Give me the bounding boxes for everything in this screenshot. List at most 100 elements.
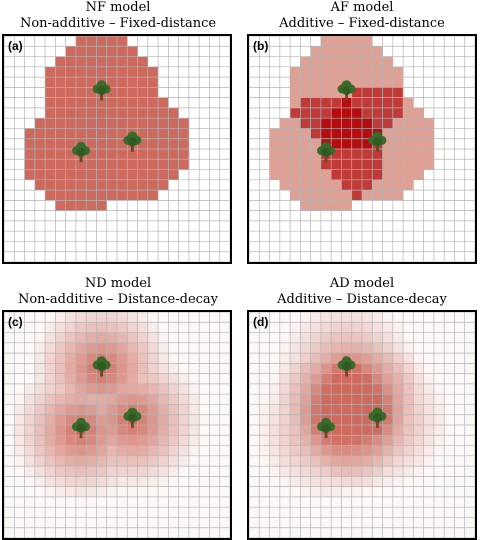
grid-cell [34, 332, 46, 344]
grid-cell [351, 107, 363, 119]
grid-cell [137, 353, 149, 364]
grid-cell [392, 107, 404, 119]
grid-cell [86, 353, 97, 364]
grid-cell [269, 527, 281, 539]
grid-cell [320, 312, 332, 323]
grid-cell [178, 466, 190, 477]
grid-cell [444, 455, 455, 467]
grid-cell [158, 118, 169, 129]
grid-cell [320, 404, 332, 415]
grid-cell [454, 342, 465, 354]
grid-cell [259, 373, 270, 385]
grid-cell [341, 97, 352, 109]
grid-cell [34, 363, 46, 374]
grid-cell [188, 322, 200, 333]
grid-cell [403, 169, 414, 181]
grid-cell [34, 496, 46, 508]
grid-cell [117, 97, 128, 109]
grid-cell [34, 149, 46, 160]
grid-cell [86, 476, 97, 487]
grid-cell [24, 138, 36, 150]
grid-cell [178, 414, 190, 426]
grid-cell [219, 312, 231, 323]
grid-cell [279, 445, 291, 457]
grid-cell [55, 169, 66, 181]
grid-cell [269, 322, 281, 333]
grid-cell [382, 159, 394, 170]
grid-cell [4, 425, 15, 436]
grid-cell [4, 383, 15, 395]
grid-cell [310, 363, 322, 374]
grid-cell [403, 507, 414, 518]
grid-cell [199, 404, 210, 415]
grid-cell [137, 517, 149, 528]
grid-cell [279, 342, 291, 354]
grid-cell [106, 118, 118, 129]
grid-cell [199, 342, 210, 354]
grid-cell [392, 118, 404, 129]
grid-cell [34, 118, 46, 129]
grid-cell [403, 118, 414, 129]
grid-cell [300, 332, 311, 344]
grid-cell [382, 517, 394, 528]
grid-cell [269, 353, 281, 364]
grid-cell [423, 118, 435, 129]
grid-cell [362, 466, 373, 477]
grid-cell [279, 363, 291, 374]
grid-cell [117, 353, 128, 364]
grid-cell [188, 425, 200, 436]
grid-cell [249, 363, 260, 374]
grid-cell [382, 353, 394, 364]
grid-cell [413, 363, 424, 374]
grid-cell [65, 414, 77, 426]
grid-cell [341, 190, 352, 201]
grid-cell [86, 435, 97, 446]
grid-cell [341, 445, 352, 457]
grid-cell [310, 159, 322, 170]
grid-cell [259, 435, 270, 446]
grid-cell [433, 353, 445, 364]
grid-cell [433, 383, 445, 395]
grid-cell [372, 517, 383, 528]
grid-cell [4, 476, 15, 487]
grid-cell [65, 200, 77, 211]
grid-cell [34, 476, 46, 487]
grid-cell [310, 56, 322, 68]
grid-cell [55, 373, 66, 385]
grid-cell [249, 353, 260, 364]
grid-cell [24, 332, 36, 344]
grid-cell [168, 322, 179, 333]
grid-cell [96, 383, 107, 395]
grid-cell [65, 425, 77, 436]
grid-cell [433, 455, 445, 467]
grid-cell [403, 486, 414, 498]
grid-cell [158, 496, 169, 508]
grid-cell [45, 87, 56, 98]
grid-cell [147, 322, 159, 333]
grid-cell [117, 425, 128, 436]
grid-cell [45, 363, 56, 374]
grid-cell [269, 332, 281, 344]
tree-icon [337, 356, 356, 377]
grid-cell [86, 496, 97, 508]
grid-cell [372, 169, 383, 181]
grid-cell [331, 149, 342, 160]
grid-cell [55, 190, 66, 201]
grid-cell [178, 394, 190, 405]
grid-cell [24, 373, 36, 385]
grid-cell [199, 332, 210, 344]
grid-cell [310, 128, 322, 139]
grid-cell [86, 404, 97, 415]
grid-cell [137, 425, 149, 436]
grid-cell [45, 77, 56, 88]
grid-cell [362, 149, 373, 160]
tree-icon [92, 356, 111, 377]
grid-cell [269, 466, 281, 477]
grid-cell [454, 496, 465, 508]
grid-cell [269, 414, 281, 426]
grid-cell [96, 36, 107, 47]
panel-title-af: AF model Additive – Fixed-distance [244, 0, 480, 32]
grid-cell [310, 149, 322, 160]
grid-cell [259, 486, 270, 498]
grid-cell [259, 332, 270, 344]
